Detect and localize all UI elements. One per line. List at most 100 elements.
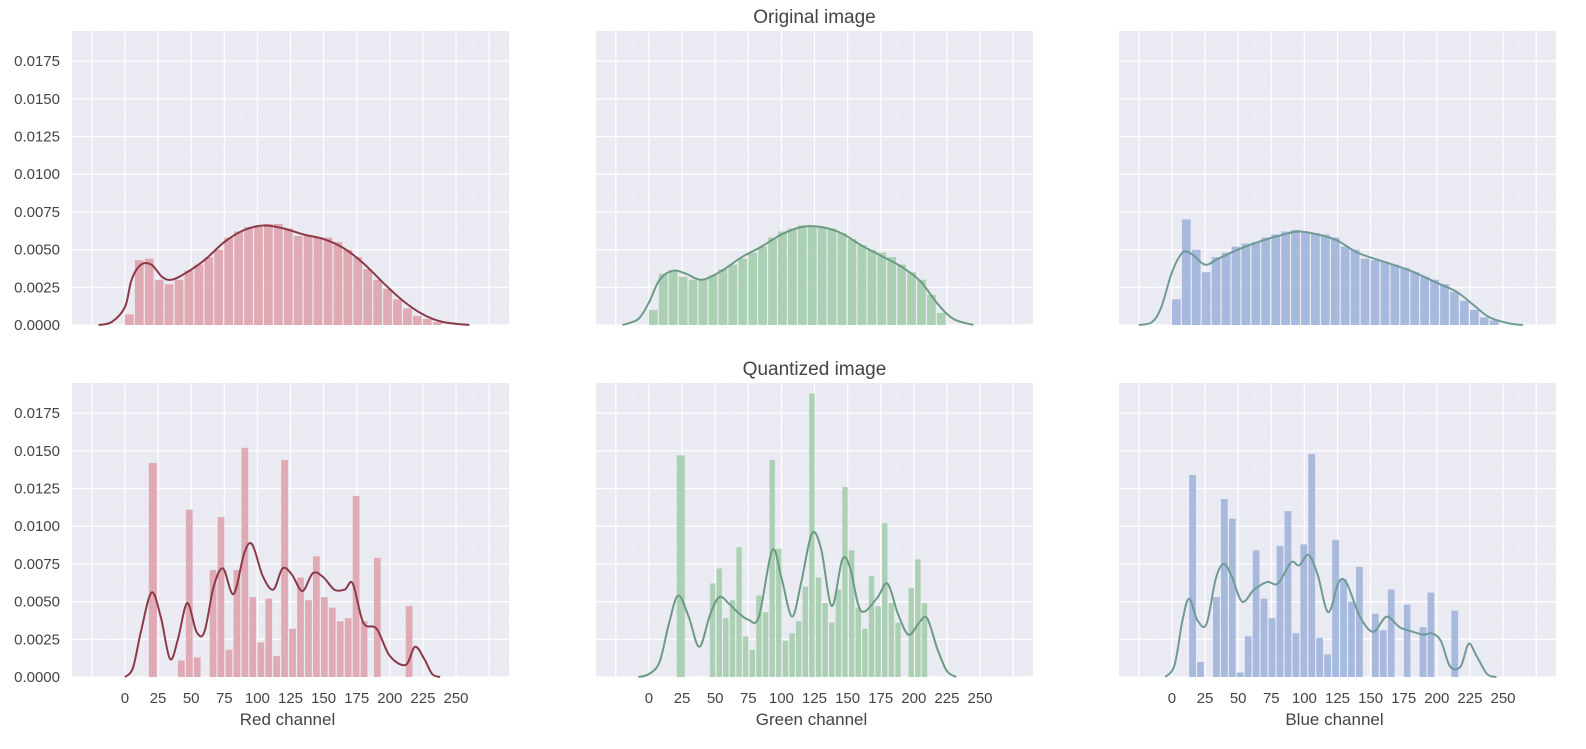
histogram-bar [897,264,906,325]
histogram-bar [729,600,736,677]
x-tick-label: 50 [183,690,200,707]
histogram-bar [1360,258,1370,325]
histogram-bar [716,568,722,677]
histogram-bar [174,279,184,325]
histogram-bar [1440,284,1449,325]
histogram-bar [352,496,360,677]
histogram-bar [412,315,422,325]
histogram-bar [1281,231,1290,325]
histogram-bar [778,231,787,325]
histogram-bar [688,279,698,325]
histogram-bar [1390,264,1400,325]
histogram-bar [842,487,848,677]
x-tick-label: 25 [150,690,167,707]
histogram-bar [193,657,201,677]
histogram-bar [185,509,193,677]
histogram-bar [678,276,688,325]
histogram-bar [1356,566,1363,677]
histogram-bar [648,309,658,325]
histogram-bar [1489,320,1499,325]
histogram-bar [1380,261,1390,325]
histogram-bar [1340,246,1350,325]
histogram-bar [177,660,185,677]
histogram-bar [184,270,194,325]
histogram-bar [403,308,412,325]
x-tick-label: 175 [1391,690,1416,707]
histogram-bar [164,284,174,325]
histogram-bar [1316,637,1324,677]
histogram-bar [336,621,344,677]
histogram-bar [857,245,867,325]
histogram-bar [1301,231,1310,325]
histogram-bar [344,618,352,677]
y-tick-label: 0.0000 [14,317,60,334]
histogram-bar [1251,242,1261,325]
x-tick-label: 200 [1424,690,1449,707]
kde-line [1164,553,1497,678]
histogram-bar [289,628,296,677]
histogram-bar [835,589,842,677]
histogram-bar [154,279,164,325]
histogram-bar [822,603,828,677]
histogram-bar [827,228,837,325]
histogram-bar [254,227,263,325]
y-tick-label: 0.0000 [14,669,60,686]
y-tick-label: 0.0025 [14,279,60,296]
histogram-bar [1430,279,1439,325]
histogram-bar [1201,272,1211,325]
histogram-bar [241,447,249,677]
x-tick-label: 150 [311,690,336,707]
histogram-bar [1459,300,1469,325]
histogram-bar [817,227,827,325]
histogram-bar [1324,654,1332,677]
x-tick-label: 225 [934,690,959,707]
histogram-bar [313,556,320,677]
histogram-bar [1311,233,1320,325]
histogram-bar [1370,260,1380,325]
histogram-bar [782,640,789,677]
histogram-bar [1410,272,1420,325]
histogram-bar [921,603,928,677]
histogram-bar [862,628,868,677]
histogram-bar [1171,299,1181,325]
histogram-bar [927,294,936,325]
histogram-bar [917,279,926,325]
kde-line [98,224,470,326]
x-tick-label: 225 [410,690,435,707]
histogram-bar [895,622,901,677]
histogram-bar [1291,230,1300,325]
x-axis-label: Red channel [240,710,335,729]
histogram-bar [847,239,857,325]
x-tick-label: 0 [1168,690,1176,707]
histogram-bar [1403,604,1411,677]
x-tick-label: 100 [245,690,270,707]
x-tick-label: 225 [1457,690,1482,707]
histogram-bar [855,607,861,677]
panel-1-1: 0 25 50 75 100 125 150 175 200 225 250 Green channe… [596,359,1033,729]
histogram-bar [907,272,916,325]
histogram-bar [244,227,253,325]
histogram-bar [769,459,775,677]
histogram-bar [1221,252,1231,325]
x-tick-label: 250 [444,690,469,707]
histogram-bar [209,569,217,677]
histogram-bar [1181,219,1191,325]
histogram-bar [1450,291,1459,325]
histogram-bar [788,228,797,325]
histogram-bar [1213,597,1220,677]
histogram-bar [1261,237,1271,325]
histogram-bar [1308,453,1316,677]
histogram-bar [789,633,795,677]
histogram-bar [1300,544,1308,677]
histogram-bar [1479,317,1489,325]
histogram-bar [432,321,442,325]
histogram-bar [257,642,265,677]
histogram-bar [305,600,312,677]
histogram-bar [742,636,749,677]
histogram-bar [797,225,807,325]
histogram-bar [265,598,273,677]
x-tick-label: 75 [740,690,757,707]
x-tick-label: 175 [344,690,369,707]
histogram-bar [1244,636,1252,677]
